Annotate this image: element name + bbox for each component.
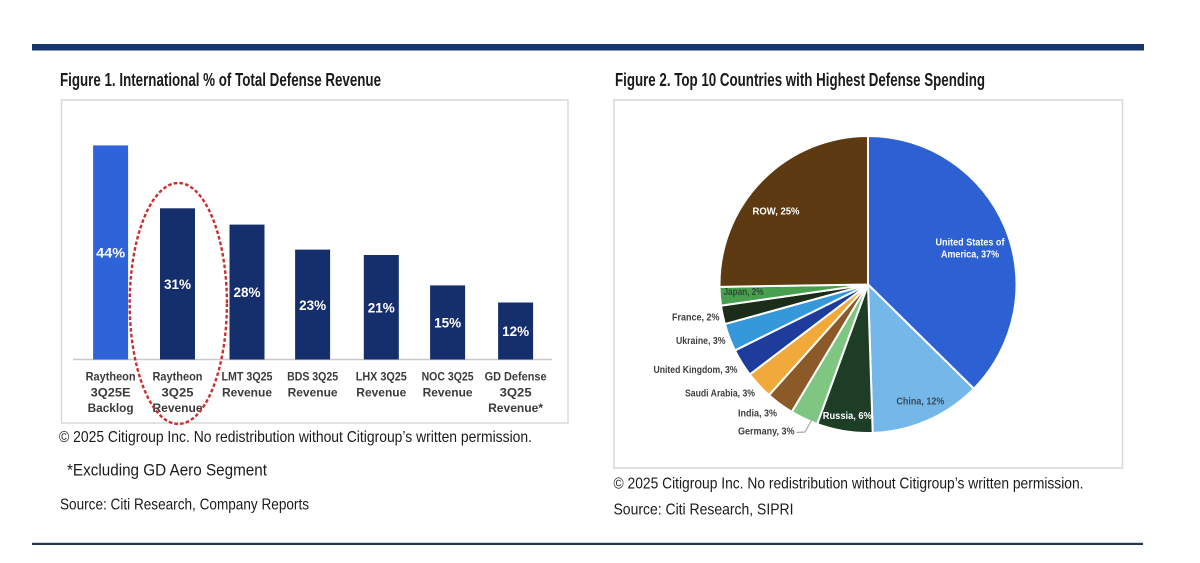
svg-text:Ukraine, 3%: Ukraine, 3% <box>676 335 726 347</box>
svg-text:Russia, 6%: Russia, 6% <box>823 410 873 422</box>
svg-text:BDS 3Q25: BDS 3Q25 <box>287 370 338 384</box>
svg-text:Revenue: Revenue <box>288 385 338 399</box>
svg-text:LHX 3Q25: LHX 3Q25 <box>356 370 407 384</box>
svg-text:© 2025 Citigroup Inc. No redis: © 2025 Citigroup Inc. No redistribution … <box>59 429 532 446</box>
svg-text:*Excluding GD Aero Segment: *Excluding GD Aero Segment <box>67 462 267 480</box>
svg-text:China, 12%: China, 12% <box>896 396 945 408</box>
svg-text:Source: Citi Research, SIPRI: Source: Citi Research, SIPRI <box>614 502 794 519</box>
svg-text:Revenue: Revenue <box>222 385 272 399</box>
svg-text:Saudi Arabia, 3%: Saudi Arabia, 3% <box>685 388 756 400</box>
svg-text:Figure 1. International % of T: Figure 1. International % of Total Defen… <box>60 70 381 90</box>
svg-text:America, 37%: America, 37% <box>941 249 1000 261</box>
svg-text:3Q25: 3Q25 <box>500 385 532 399</box>
svg-text:© 2025 Citigroup Inc. No redis: © 2025 Citigroup Inc. No redistribution … <box>614 475 1084 492</box>
svg-text:12%: 12% <box>502 323 530 339</box>
svg-text:India, 3%: India, 3% <box>738 407 778 419</box>
svg-text:GD Defense: GD Defense <box>485 370 547 384</box>
svg-text:Revenue: Revenue <box>153 401 203 415</box>
svg-text:3Q25E: 3Q25E <box>91 385 131 399</box>
svg-text:44%: 44% <box>96 245 126 261</box>
svg-text:Germany, 3%: Germany, 3% <box>738 425 795 437</box>
svg-text:Figure 2. Top 10 Countries wit: Figure 2. Top 10 Countries with Highest … <box>615 70 985 90</box>
svg-text:Source: Citi Research, Company: Source: Citi Research, Company Reports <box>60 497 309 514</box>
svg-text:23%: 23% <box>299 297 327 313</box>
svg-text:France, 2%: France, 2% <box>672 312 720 324</box>
svg-text:Japan, 2%: Japan, 2% <box>724 286 765 298</box>
svg-text:Revenue*: Revenue* <box>488 401 543 415</box>
svg-text:United Kingdom, 3%: United Kingdom, 3% <box>654 364 739 376</box>
svg-text:ROW, 25%: ROW, 25% <box>753 206 801 218</box>
svg-text:Backlog: Backlog <box>88 401 134 415</box>
svg-text:Revenue: Revenue <box>423 385 473 399</box>
svg-text:United States of: United States of <box>936 237 1005 249</box>
svg-text:Raytheon: Raytheon <box>86 370 136 384</box>
svg-text:NOC 3Q25: NOC 3Q25 <box>422 370 474 384</box>
svg-text:15%: 15% <box>434 315 462 331</box>
svg-text:Raytheon: Raytheon <box>153 370 203 384</box>
svg-text:31%: 31% <box>164 276 192 292</box>
svg-text:21%: 21% <box>368 299 396 315</box>
svg-text:Revenue: Revenue <box>356 385 406 399</box>
svg-text:LMT 3Q25: LMT 3Q25 <box>222 370 273 384</box>
svg-text:28%: 28% <box>234 284 262 300</box>
svg-text:3Q25: 3Q25 <box>162 385 194 399</box>
